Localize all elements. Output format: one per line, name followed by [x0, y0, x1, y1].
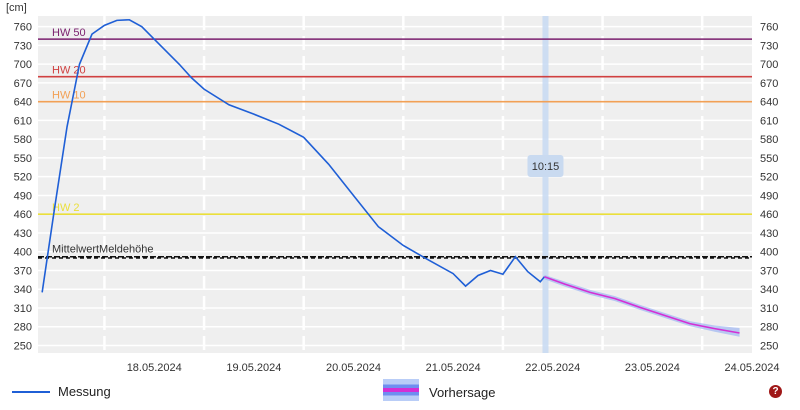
y-axis-right: 250 280 310 340 370 400 430 460 490 520 550 580 610 6… [760, 22, 778, 353]
y-tick-label-right: 400 [760, 247, 778, 259]
series-line-messung [41, 18, 546, 293]
forecast-band-swatch [383, 379, 419, 401]
y-tick-label-left: 430 [14, 228, 32, 240]
legend-measurement[interactable]: Messung [12, 384, 111, 399]
y-tick-label-right: 280 [760, 322, 778, 334]
unit-label: [cm] [6, 2, 27, 14]
x-tick-label: 18.05.2024 [127, 362, 182, 374]
y-tick-label-left: 520 [14, 172, 32, 184]
y-tick-label-left: 700 [14, 59, 32, 71]
y-tick-label-right: 370 [760, 265, 778, 277]
forecast-band [544, 274, 740, 337]
series-layer [41, 18, 740, 337]
y-tick-label-right: 700 [760, 59, 778, 71]
y-tick-label-right: 310 [760, 303, 778, 315]
y-axis-left: 250 280 310 340 370 400 430 460 490 520 550 580 610 6… [14, 22, 32, 353]
y-tick-label-right: 340 [760, 284, 778, 296]
x-tick-label: 20.05.2024 [326, 362, 381, 374]
y-tick-label-left: 460 [14, 209, 32, 221]
series-line-vorhersage [544, 275, 740, 334]
reference-lines: MittelwertMeldehöhe [38, 244, 752, 259]
y-tick-label-right: 580 [760, 134, 778, 146]
threshold-label: HW 10 [52, 90, 86, 102]
legend-forecast-label: Vorhersage [429, 385, 496, 400]
now-marker: 10:15 [527, 16, 564, 353]
plot-area [38, 16, 752, 353]
y-tick-label-right: 610 [760, 115, 778, 127]
reference-lines-label: MittelwertMeldehöhe [52, 244, 154, 256]
legend-measurement-label: Messung [58, 384, 111, 399]
y-tick-label-right: 430 [760, 228, 778, 240]
now-label-bg [527, 155, 564, 177]
y-tick-label-left: 490 [14, 190, 32, 202]
y-tick-label-right: 760 [760, 22, 778, 34]
threshold-lines: HW 50 HW 20 HW 10 HW 2 [38, 27, 752, 215]
y-tick-label-left: 580 [14, 134, 32, 146]
y-tick-label-left: 280 [14, 322, 32, 334]
y-tick-label-right: 490 [760, 190, 778, 202]
y-tick-label-right: 730 [760, 40, 778, 52]
y-tick-label-left: 730 [14, 40, 32, 52]
x-axis: 18.05.2024 19.05.2024 20.05.2024 21.05.2024… [127, 362, 780, 374]
x-tick-label: 23.05.2024 [625, 362, 680, 374]
y-tick-label-left: 400 [14, 247, 32, 259]
measurement-line-swatch [12, 390, 50, 393]
x-tick-label: 19.05.2024 [226, 362, 281, 374]
y-tick-label-left: 310 [14, 303, 32, 315]
x-tick-label: 24.05.2024 [724, 362, 779, 374]
y-tick-label-right: 670 [760, 78, 778, 90]
threshold-label: HW 20 [52, 65, 86, 77]
y-tick-label-right: 460 [760, 209, 778, 221]
y-tick-label-left: 610 [14, 115, 32, 127]
y-tick-label-right: 520 [760, 172, 778, 184]
x-tick-label: 21.05.2024 [426, 362, 481, 374]
now-band [542, 16, 549, 353]
help-icon[interactable]: ? [769, 385, 782, 398]
y-tick-label-left: 250 [14, 340, 32, 352]
y-tick-label-left: 640 [14, 97, 32, 109]
y-tick-label-left: 340 [14, 284, 32, 296]
y-tick-label-left: 550 [14, 153, 32, 165]
x-tick-label: 22.05.2024 [525, 362, 580, 374]
threshold-label: HW 50 [52, 27, 86, 39]
legend-forecast[interactable]: Vorhersage [383, 379, 496, 401]
y-tick-label-right: 250 [760, 340, 778, 352]
y-tick-label-left: 370 [14, 265, 32, 277]
y-tick-label-left: 670 [14, 78, 32, 90]
y-tick-label-right: 550 [760, 153, 778, 165]
now-label: 10:15 [532, 161, 560, 173]
y-tick-label-left: 760 [14, 22, 32, 34]
threshold-label: HW 2 [52, 202, 80, 214]
y-tick-label-right: 640 [760, 97, 778, 109]
